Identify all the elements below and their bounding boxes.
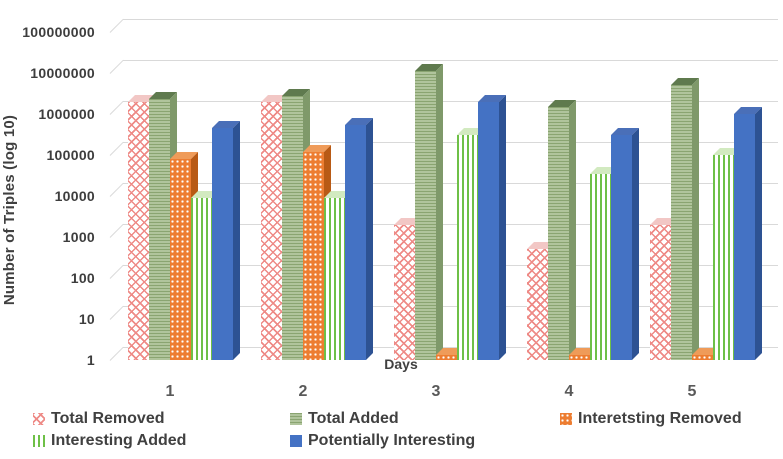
legend-item-total-added: Total Added — [290, 410, 399, 428]
y-tick-label: 1000000 — [38, 106, 95, 122]
legend-label: Interesting Added — [51, 432, 187, 449]
y-tick-label: 100 — [70, 270, 95, 286]
y-tick-label: 10000 — [54, 188, 95, 204]
x-axis-title: Days — [384, 356, 418, 372]
gridline-tick — [109, 305, 124, 320]
bar-interetsting-removed-day-3 — [436, 355, 457, 360]
y-tick-label: 10000000 — [30, 65, 95, 81]
bar-potentially-interesting-day-5 — [734, 114, 755, 360]
gridline-tick — [109, 264, 124, 279]
bar-interesting-added-day-5 — [713, 155, 734, 360]
legend-item-interesting-added: Interesting Added — [33, 432, 186, 450]
y-tick-label: 1 — [86, 352, 95, 368]
legend-label: Total Removed — [51, 410, 165, 427]
legend-item-potentially-interesting: Potentially Interesting — [290, 432, 475, 450]
bar-total-removed-day-1 — [128, 102, 149, 360]
bar-interesting-added-day-4 — [590, 174, 611, 360]
bar-interetsting-removed-day-2 — [303, 152, 324, 360]
bar-interesting-added-day-3 — [457, 135, 478, 360]
y-tick-label: 100000000 — [22, 24, 95, 40]
legend-label: Potentially Interesting — [308, 432, 476, 449]
green-vertical-stripes-swatch-icon — [33, 435, 45, 447]
bar-total-added-day-3 — [415, 71, 436, 360]
bar-interetsting-removed-day-4 — [569, 355, 590, 360]
gridline-tick — [109, 18, 124, 33]
bar-total-added-day-4 — [548, 107, 569, 360]
gridline — [123, 306, 778, 307]
gridline — [123, 101, 778, 102]
gridline — [123, 224, 778, 225]
gridline — [123, 142, 778, 143]
x-tick-label: 4 — [564, 383, 574, 400]
x-tick-label: 5 — [687, 383, 697, 400]
legend-label: Total Added — [308, 410, 399, 427]
x-tick-label: 2 — [298, 383, 308, 400]
gridline — [123, 265, 778, 266]
bar-potentially-interesting-day-1 — [212, 128, 233, 360]
y-tick-label: 1000 — [62, 229, 95, 245]
gridline-tick — [109, 223, 124, 238]
bar-interesting-added-day-2 — [324, 198, 345, 360]
legend-item-total-removed: Total Removed — [33, 410, 165, 428]
x-tick-label: 1 — [165, 383, 175, 400]
bar-total-removed-day-2 — [261, 102, 282, 360]
bar-potentially-interesting-day-3 — [478, 102, 499, 360]
legend-label: Interetsting Removed — [578, 410, 742, 427]
bar-potentially-interesting-day-4 — [611, 135, 632, 360]
red-crosshatch-swatch-icon — [33, 413, 45, 425]
gridline-tick — [109, 100, 124, 115]
bar-interetsting-removed-day-1 — [170, 159, 191, 360]
bar-total-added-day-2 — [282, 96, 303, 360]
x-tick-label: 3 — [431, 383, 441, 400]
bar-total-removed-day-5 — [650, 225, 671, 360]
bar-potentially-interesting-day-2 — [345, 125, 366, 360]
blue-solid-swatch-icon — [290, 435, 302, 447]
y-tick-label: 100000 — [46, 147, 95, 163]
bar-interetsting-removed-day-5 — [692, 355, 713, 360]
gridline — [123, 60, 778, 61]
gridline-tick — [109, 182, 124, 197]
bar-total-added-day-1 — [149, 99, 170, 360]
gridline-tick — [109, 346, 124, 361]
gridline-tick — [109, 59, 124, 74]
green-stripes-swatch-icon — [290, 413, 302, 425]
gridline-tick — [109, 141, 124, 156]
orange-dotted-swatch-icon — [560, 413, 572, 425]
bar-interesting-added-day-1 — [191, 198, 212, 360]
bar-total-added-day-5 — [671, 85, 692, 360]
legend-item-interesting-removed: Interetsting Removed — [560, 410, 742, 428]
gridline — [123, 183, 778, 184]
bar-total-removed-day-4 — [527, 249, 548, 360]
y-tick-label: 10 — [78, 311, 95, 327]
bar-total-removed-day-3 — [394, 225, 415, 360]
gridline — [123, 19, 778, 20]
